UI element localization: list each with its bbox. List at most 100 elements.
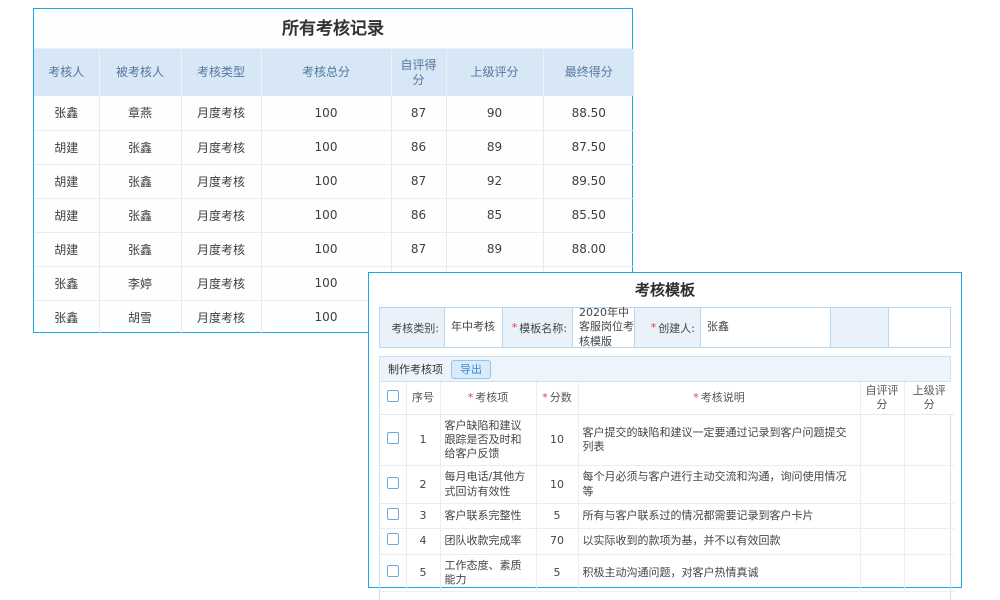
row-checkbox[interactable] bbox=[386, 507, 399, 520]
form-empty-cell bbox=[830, 308, 888, 347]
self-score-cell bbox=[860, 465, 905, 504]
records-cell: 月度考核 bbox=[181, 198, 262, 233]
records-cell: 张鑫 bbox=[34, 96, 100, 131]
items-column-header: 序号 bbox=[406, 382, 441, 415]
records-row: 胡建 张鑫 月度考核 100 87 92 89.50 bbox=[34, 164, 634, 199]
records-cell: 张鑫 bbox=[99, 232, 182, 267]
records-cell: 章燕 bbox=[99, 96, 182, 131]
records-cell: 87 bbox=[391, 96, 447, 131]
item-name-cell: 团队收款完成率 bbox=[440, 528, 537, 555]
required-asterisk: * bbox=[511, 321, 518, 334]
items-column-header: * 考核说明 bbox=[578, 382, 861, 415]
filler-cell bbox=[380, 592, 406, 600]
records-column-header: 考核类型 bbox=[181, 49, 262, 96]
template-panel-title: 考核模板 bbox=[634, 281, 695, 299]
records-row: 胡建 张鑫 月度考核 100 86 85 85.50 bbox=[34, 198, 634, 233]
description-cell: 每个月必须与客户进行主动交流和沟通，询问使用情况等 bbox=[578, 465, 861, 504]
records-cell: 月度考核 bbox=[181, 96, 262, 131]
records-panel-title: 所有考核记录 bbox=[34, 9, 632, 49]
records-column-header: 考核人 bbox=[34, 49, 100, 96]
filler-cell bbox=[578, 592, 860, 600]
row-checkbox[interactable] bbox=[386, 564, 399, 577]
records-cell: 100 bbox=[261, 96, 392, 131]
row-checkbox[interactable] bbox=[386, 431, 399, 444]
records-cell: 100 bbox=[261, 232, 392, 267]
items-checkbox-cell bbox=[380, 414, 407, 467]
records-cell: 月度考核 bbox=[181, 130, 262, 165]
records-column-header: 考核总分 bbox=[261, 49, 392, 96]
score-cell: 70 bbox=[536, 528, 579, 555]
records-cell: 88.50 bbox=[543, 96, 634, 131]
records-cell: 87.50 bbox=[543, 130, 634, 165]
records-cell: 89 bbox=[446, 130, 544, 165]
items-row: 3 客户联系完整性 5 所有与客户联系过的情况都需要记录到客户卡片 bbox=[380, 503, 954, 530]
superior-score-cell bbox=[904, 503, 954, 530]
records-cell: 李婷 bbox=[99, 266, 182, 301]
category-field[interactable]: 年中考核 bbox=[444, 308, 502, 347]
records-cell: 89.50 bbox=[543, 164, 634, 199]
select-all-checkbox[interactable] bbox=[386, 389, 399, 402]
records-row: 张鑫 章燕 月度考核 100 87 90 88.50 bbox=[34, 96, 634, 131]
description-cell: 客户提交的缺陷和建议一定要通过记录到客户问题提交列表 bbox=[578, 414, 861, 467]
items-row: 5 工作态度、素质能力 5 积极主动沟通问题，对客户热情真诚 bbox=[380, 554, 954, 593]
records-cell: 85 bbox=[446, 198, 544, 233]
items-row: 4 团队收款完成率 70 以实际收到的款项为基，并不以有效回款 bbox=[380, 528, 954, 555]
form-empty-field bbox=[888, 308, 950, 347]
score-cell: 10 bbox=[536, 414, 579, 467]
item-name-cell: 客户联系完整性 bbox=[440, 503, 537, 530]
template-form: 考核类别: 年中考核 * 模板名称: 2020年中客服岗位考核模版 * 创建人:… bbox=[379, 306, 951, 348]
category-label: 考核类别: bbox=[391, 321, 439, 335]
template-name-label: * 模板名称: bbox=[502, 308, 572, 347]
superior-score-cell bbox=[904, 528, 954, 555]
records-column-header: 自评得分 bbox=[391, 49, 447, 96]
export-button[interactable]: 导出 bbox=[451, 359, 491, 379]
seq-cell: 2 bbox=[406, 465, 441, 504]
filler-cell bbox=[860, 592, 904, 600]
records-cell: 张鑫 bbox=[34, 266, 100, 301]
description-cell: 积极主动沟通问题，对客户热情真诚 bbox=[578, 554, 861, 593]
seq-cell: 4 bbox=[406, 528, 441, 555]
creator-label: * 创建人: bbox=[634, 308, 700, 347]
description-cell: 所有与客户联系过的情况都需要记录到客户卡片 bbox=[578, 503, 861, 530]
row-checkbox[interactable] bbox=[386, 533, 399, 546]
creator-field[interactable]: 张鑫 bbox=[700, 308, 830, 347]
records-cell: 张鑫 bbox=[99, 198, 182, 233]
records-cell: 92 bbox=[446, 164, 544, 199]
items-checkbox-cell bbox=[380, 503, 407, 530]
records-cell: 86 bbox=[391, 198, 447, 233]
self-score-cell bbox=[860, 528, 905, 555]
required-asterisk: * bbox=[650, 321, 657, 334]
records-cell: 85.50 bbox=[543, 198, 634, 233]
seq-cell: 1 bbox=[406, 414, 441, 467]
filler-cell bbox=[536, 592, 578, 600]
records-cell: 月度考核 bbox=[181, 232, 262, 267]
records-cell: 100 bbox=[261, 130, 392, 165]
items-section-label: 制作考核项 bbox=[388, 363, 443, 376]
seq-cell: 5 bbox=[406, 554, 441, 593]
records-cell: 86 bbox=[391, 130, 447, 165]
items-row: 1 客户缺陷和建议跟踪是否及时和给客户反馈 10 客户提交的缺陷和建议一定要通过记录到… bbox=[380, 414, 954, 467]
filler-cell bbox=[406, 592, 440, 600]
records-table-header: 考核人 被考核人 考核类型 考核总分 自评得分 上级评分 最终得分 bbox=[34, 49, 634, 96]
description-cell: 以实际收到的款项为基，并不以有效回款 bbox=[578, 528, 861, 555]
item-name-cell: 工作态度、素质能力 bbox=[440, 554, 537, 593]
required-asterisk: * bbox=[693, 390, 699, 404]
row-checkbox[interactable] bbox=[386, 476, 399, 489]
template-panel: 考核模板 考核类别: 年中考核 * 模板名称: 2020年中客服岗位考核模版 *… bbox=[368, 272, 962, 600]
records-cell: 胡建 bbox=[34, 198, 100, 233]
records-column-header: 被考核人 bbox=[99, 49, 182, 96]
records-column-header: 上级评分 bbox=[446, 49, 544, 96]
records-cell: 87 bbox=[391, 164, 447, 199]
items-table-body: 1 客户缺陷和建议跟踪是否及时和给客户反馈 10 客户提交的缺陷和建议一定要通过记录到… bbox=[380, 414, 954, 600]
items-checkbox-header bbox=[380, 382, 407, 415]
assessment-items-block: 制作考核项 导出 序号 * 考核项 * 分数 * 考核说明 自评评分 上级评分 1 客户缺陷和建议… bbox=[379, 356, 954, 600]
records-row: 胡建 张鑫 月度考核 100 87 89 88.00 bbox=[34, 232, 634, 267]
records-cell: 90 bbox=[446, 96, 544, 131]
records-cell: 89 bbox=[446, 232, 544, 267]
score-cell: 10 bbox=[536, 465, 579, 504]
records-table-body: 张鑫 章燕 月度考核 100 87 90 88.50 胡建 张鑫 月度考核 100 86 89 87.50… bbox=[34, 96, 634, 334]
template-name-field[interactable]: 2020年中客服岗位考核模版 bbox=[572, 306, 634, 348]
items-column-header: * 分数 bbox=[536, 382, 579, 415]
required-asterisk: * bbox=[467, 390, 474, 404]
